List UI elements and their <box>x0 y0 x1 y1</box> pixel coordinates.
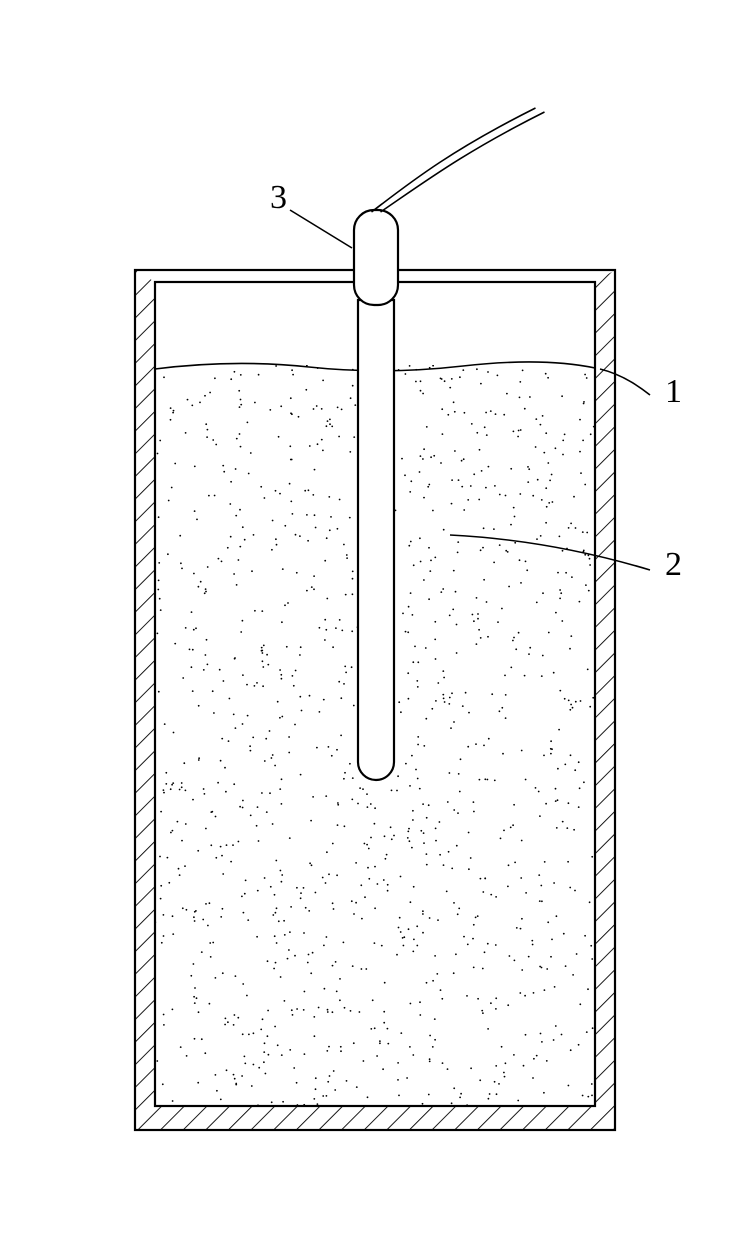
reference-labels: 3 1 2 <box>270 179 682 583</box>
probe-cap <box>354 210 398 305</box>
technical-diagram: 3 1 2 <box>0 0 750 1249</box>
reference-label-1: 1 <box>665 373 682 410</box>
probe-cable <box>381 112 545 212</box>
leader-line-3 <box>290 210 352 248</box>
reference-label-2: 2 <box>665 546 682 583</box>
probe-cable <box>372 108 536 212</box>
leader-line-2 <box>450 535 650 570</box>
reference-label-3: 3 <box>270 179 287 216</box>
probe-stem <box>358 300 394 780</box>
